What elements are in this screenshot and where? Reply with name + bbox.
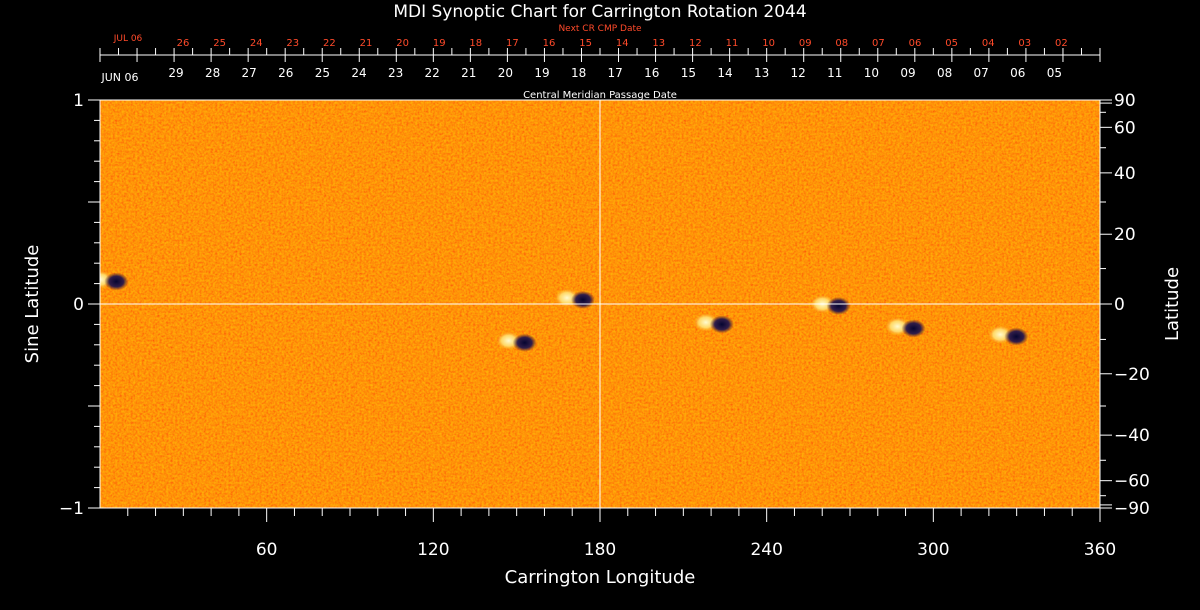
x-tick-label: 240: [750, 540, 782, 560]
cmp-date-label: 17: [608, 66, 623, 80]
cmp-date-label: 13: [754, 66, 769, 80]
y-axis-left: 1 0 −1: [59, 91, 100, 519]
next-cr-title: Next CR CMP Date: [558, 24, 642, 34]
active-region: [988, 325, 1029, 346]
y-right-tick-label: 90: [1114, 91, 1136, 111]
cmp-date-label: 20: [498, 66, 513, 80]
next-cr-date-label: 15: [579, 38, 592, 49]
active-region: [693, 313, 734, 334]
y-right-tick-label: −20: [1114, 365, 1150, 385]
cmp-date-label: 12: [791, 66, 806, 80]
reference-lines: [100, 100, 1100, 508]
next-cr-date-label: 12: [689, 38, 702, 49]
next-cr-date-label: 08: [835, 38, 848, 49]
y-right-tick-label: 0: [1114, 295, 1125, 315]
y-left-tick-label: −1: [59, 499, 84, 519]
x-axis-label: Carrington Longitude: [505, 567, 696, 588]
negative-polarity-spot: [512, 333, 537, 352]
cmp-date-labels: 29 28 27 26 25 24 23 22 21 20 19 18 17 16 15 14 13 12 11 10…: [99, 55, 1101, 80]
cmp-date-label: 26: [278, 66, 293, 80]
next-cr-date-label: 05: [945, 38, 958, 49]
y-right-tick-label: 60: [1114, 118, 1136, 138]
negative-polarity-spot: [901, 319, 926, 338]
active-region: [100, 270, 129, 291]
cmp-date-label: 28: [205, 66, 220, 80]
next-cr-date-label: 07: [872, 38, 885, 49]
negative-polarity-spot: [104, 272, 129, 291]
cmp-date-label: 24: [351, 66, 366, 80]
next-cr-date-label: 21: [360, 38, 373, 49]
next-cr-date-label: 26: [177, 38, 190, 49]
x-tick-label: 300: [917, 540, 949, 560]
next-cr-date-label: 16: [543, 38, 556, 49]
negative-polarity-spot: [709, 315, 734, 334]
next-cr-start-label: JUL 06: [113, 34, 143, 44]
active-regions: [100, 270, 1029, 352]
next-cr-date-label: 17: [506, 38, 519, 49]
next-cr-date-label: 02: [1055, 38, 1068, 49]
x-tick-label: 360: [1084, 540, 1116, 560]
active-region: [496, 331, 537, 352]
cmp-date-label: 09: [900, 66, 915, 80]
cmp-date-label: 07: [974, 66, 989, 80]
y-left-tick-label: 1: [73, 91, 84, 111]
next-cr-date-label: 19: [433, 38, 446, 49]
cmp-date-label: 21: [461, 66, 476, 80]
next-cr-date-labels: 26 25 24 23 22 21 20 19 18 17 16 15 14 13 12 11 10 09 08 07…: [99, 38, 1101, 55]
cmp-date-label: 06: [1010, 66, 1025, 80]
x-axis: 60 120 180 240 300 360: [127, 508, 1116, 560]
cmp-date-label: 29: [168, 66, 183, 80]
y-right-tick-label: −60: [1114, 472, 1150, 492]
cmp-date-label: 22: [425, 66, 440, 80]
negative-polarity-spot: [1004, 327, 1029, 346]
next-cr-date-label: 22: [323, 38, 336, 49]
next-cr-date-label: 13: [652, 38, 665, 49]
cmp-date-label: 18: [571, 66, 586, 80]
negative-polarity-spot: [826, 297, 851, 315]
cmp-start-label: JUN 06: [100, 71, 138, 84]
y-left-tick-label: 0: [73, 295, 84, 315]
chart-title: MDI Synoptic Chart for Carrington Rotati…: [393, 2, 806, 22]
next-cr-date-label: 09: [799, 38, 812, 49]
cmp-date-label: 23: [388, 66, 403, 80]
next-cr-date-label: 25: [213, 38, 226, 49]
x-tick-label: 180: [584, 540, 616, 560]
next-cr-date-label: 20: [396, 38, 409, 49]
next-cr-date-label: 24: [250, 38, 263, 49]
y-axis-label-right: Latitude: [1162, 267, 1183, 341]
x-tick-label: 60: [256, 540, 278, 560]
cmp-date-label: 10: [864, 66, 879, 80]
y-right-tick-label: −90: [1114, 499, 1150, 519]
y-axis-right: 90 60 40 20 0 −20 −40 −60 −90: [1100, 91, 1150, 519]
active-region: [885, 317, 926, 338]
cmp-date-label: 15: [681, 66, 696, 80]
negative-polarity-spot: [571, 290, 595, 309]
next-cr-date-label: 04: [982, 38, 995, 49]
cmp-date-label: 11: [827, 66, 842, 80]
y-axis-label-left: Sine Latitude: [22, 245, 43, 364]
y-right-tick-label: −40: [1114, 426, 1150, 446]
y-right-tick-label: 20: [1114, 225, 1136, 245]
next-cr-date-label: 10: [762, 38, 775, 49]
cmp-date-label: 25: [315, 66, 330, 80]
cmp-date-label: 05: [1047, 66, 1062, 80]
next-cr-date-label: 14: [616, 38, 629, 49]
cmp-date-label: 08: [937, 66, 952, 80]
next-cr-date-label: 11: [726, 38, 739, 49]
y-right-tick-label: 40: [1114, 164, 1136, 184]
next-cr-date-label: 18: [469, 38, 482, 49]
cmp-date-label: 19: [534, 66, 549, 80]
cmp-axis-title: Central Meridian Passage Date: [523, 90, 677, 101]
next-cr-date-label: 06: [909, 38, 922, 49]
cmp-date-label: 27: [242, 66, 257, 80]
cmp-date-label: 14: [717, 66, 732, 80]
next-cr-date-label: 23: [286, 38, 299, 49]
cmp-date-label: 16: [644, 66, 659, 80]
x-tick-label: 120: [417, 540, 449, 560]
next-cr-date-label: 03: [1018, 38, 1031, 49]
